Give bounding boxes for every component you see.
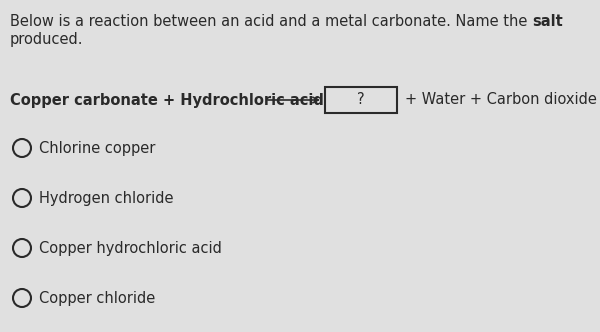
Text: Chlorine copper: Chlorine copper <box>39 140 155 155</box>
Text: + Water + Carbon dioxide: + Water + Carbon dioxide <box>405 93 597 108</box>
Text: Below is a reaction between an acid and a metal carbonate. Name the: Below is a reaction between an acid and … <box>10 14 532 29</box>
Text: ?: ? <box>357 93 365 108</box>
Text: Copper chloride: Copper chloride <box>39 290 155 305</box>
Text: Copper carbonate + Hydrochloric acid: Copper carbonate + Hydrochloric acid <box>10 93 324 108</box>
Text: Hydrogen chloride: Hydrogen chloride <box>39 191 173 206</box>
Bar <box>325 87 397 113</box>
Text: Copper hydrochloric acid: Copper hydrochloric acid <box>39 240 222 256</box>
Text: produced.: produced. <box>10 32 83 47</box>
Text: salt: salt <box>532 14 563 29</box>
